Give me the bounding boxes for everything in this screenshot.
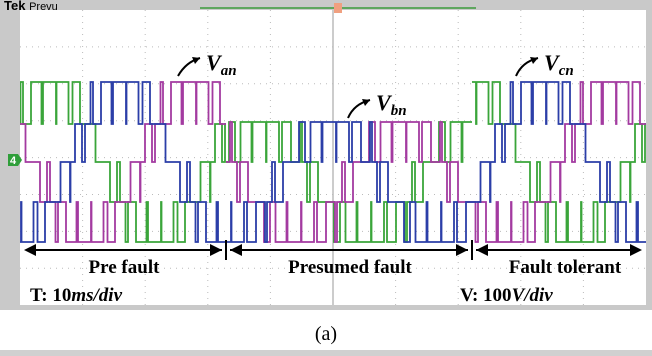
subscript: bn: [391, 103, 407, 119]
subscript: cn: [559, 63, 574, 79]
region-label: Presumed fault: [288, 257, 412, 278]
next-figure-edge: [0, 350, 652, 356]
brand: Tek Prevu: [4, 0, 58, 13]
caption: (a): [315, 323, 337, 345]
brand-text: Tek: [4, 0, 26, 13]
volt-scale-label: V: 100: [460, 285, 512, 306]
volt-scale: V: 100V/div: [460, 285, 553, 306]
time-scale-label: T: 10: [30, 285, 71, 306]
region-label: Fault tolerant: [509, 257, 622, 278]
subscript: an: [221, 63, 237, 79]
figure: Tek Prevu 4 Van Vbn Vcn Pre fault Presum…: [0, 0, 652, 356]
channel-marker: 4: [10, 155, 17, 167]
status-text: Prevu: [29, 1, 58, 13]
time-scale: T: 10ms/div: [30, 285, 123, 306]
time-scale-unit: ms/div: [71, 285, 122, 306]
region-label: Pre fault: [89, 257, 161, 278]
trigger-marker: [334, 3, 342, 13]
volt-scale-unit: V/div: [512, 285, 554, 306]
